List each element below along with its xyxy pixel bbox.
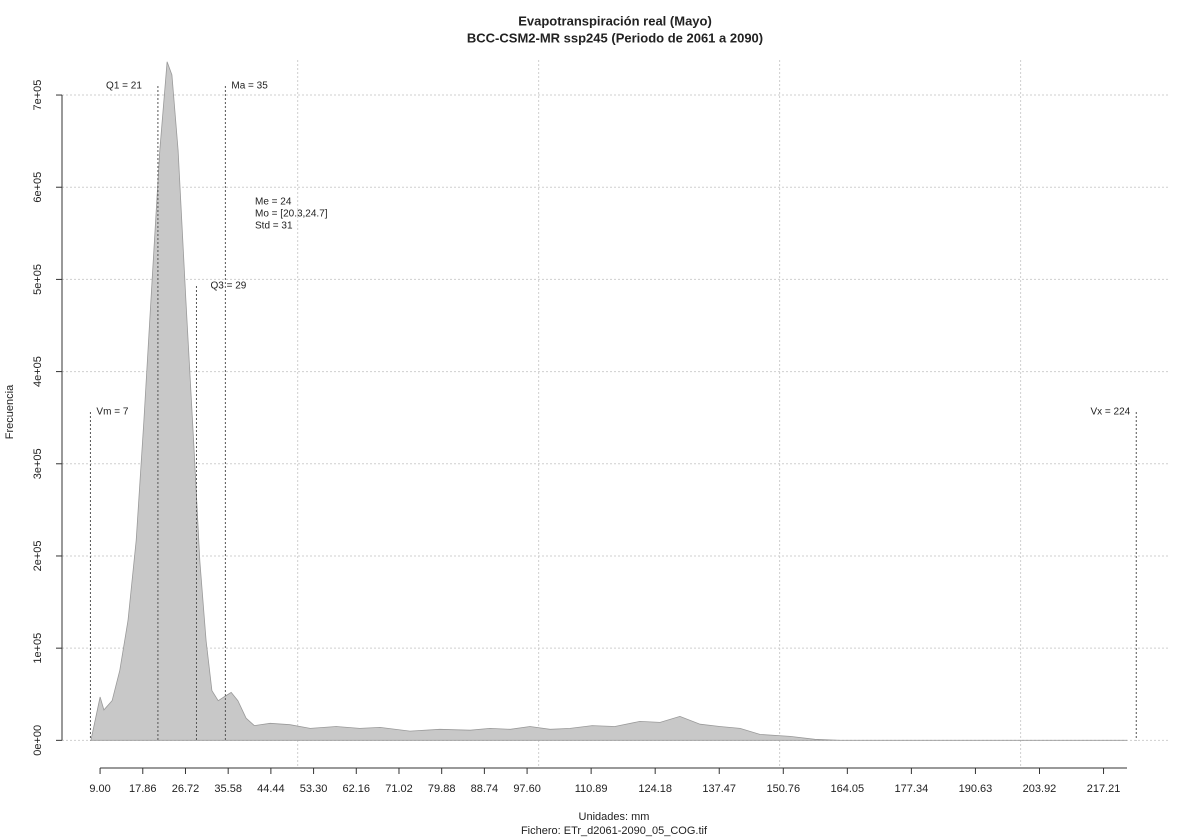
annotation-label: Vm = 7 (96, 407, 128, 418)
x-tick-label: 71.02 (385, 783, 413, 795)
x-tick-label: 44.44 (257, 783, 285, 795)
y-tick-label: 5e+05 (32, 264, 44, 295)
density-area (90, 61, 1128, 741)
x-tick-label: 9.00 (89, 783, 110, 795)
x-tick-label: 79.88 (428, 783, 456, 795)
x-tick-label: 190.63 (959, 783, 993, 795)
x-tick-label: 137.47 (702, 783, 736, 795)
y-tick-label: 2e+05 (32, 541, 44, 572)
annotation-label: Q3 = 29 (210, 281, 246, 292)
annotation-label: Q1 = 21 (106, 81, 142, 92)
x-tick-label: 164.05 (831, 783, 865, 795)
x-tick-label: 88.74 (471, 783, 499, 795)
x-axis-label: Unidades: mm (579, 811, 650, 823)
x-tick-label: 124.18 (638, 783, 672, 795)
x-tick-label: 110.89 (575, 783, 608, 795)
x-tick-label: 97.60 (513, 783, 541, 795)
x-tick-label: 35.58 (214, 783, 242, 795)
annotation-label: Vx = 224 (1090, 407, 1130, 418)
chart-subtitle: BCC-CSM2-MR ssp245 (Periodo de 2061 a 20… (467, 30, 763, 45)
x-tick-label: 17.86 (129, 783, 157, 795)
x-tick-label: 177.34 (895, 783, 929, 795)
caption: Fichero: ETr_d2061-2090_05_COG.tif (521, 825, 708, 837)
y-tick-label: 3e+05 (32, 448, 44, 479)
x-tick-label: 203.92 (1023, 783, 1057, 795)
stat-label: Std = 31 (255, 221, 293, 232)
x-tick-label: 26.72 (172, 783, 200, 795)
y-tick-label: 4e+05 (32, 356, 44, 387)
y-tick-label: 7e+05 (32, 80, 44, 111)
x-tick-label: 150.76 (766, 783, 800, 795)
stat-label: Me = 24 (255, 197, 292, 208)
y-tick-label: 6e+05 (32, 172, 44, 203)
y-tick-label: 1e+05 (32, 633, 44, 664)
stat-label: Mo = [20.3,24.7] (255, 209, 328, 220)
annotation-label: Ma = 35 (231, 81, 268, 92)
x-tick-label: 217.21 (1087, 783, 1121, 795)
chart-title: Evapotranspiración real (Mayo) (518, 13, 712, 28)
y-tick-label: 0e+00 (32, 725, 44, 756)
x-tick-label: 53.30 (300, 783, 328, 795)
y-axis-label: Frecuencia (4, 384, 16, 439)
x-tick-label: 62.16 (343, 783, 371, 795)
